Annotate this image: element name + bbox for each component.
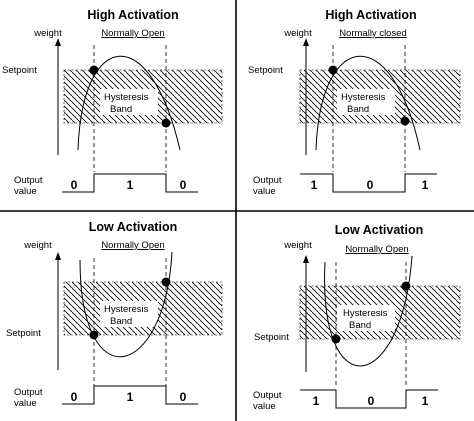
- weight-axis-label: weight: [283, 240, 312, 251]
- output-signal: [300, 389, 438, 409]
- activation-point: [89, 330, 99, 340]
- setpoint-label: Setpoint: [248, 65, 283, 76]
- y-axis-arrow: [55, 252, 61, 260]
- output-value-during: 1: [127, 178, 134, 192]
- weight-curve: [77, 55, 181, 151]
- band-label-backdrop: [100, 301, 158, 327]
- weight-curve: [79, 251, 173, 358]
- band-label-line2: Band: [349, 320, 371, 331]
- band-label-line1: Hysteresis: [104, 92, 149, 103]
- mode-label: Normally Open: [345, 244, 408, 255]
- mode-label: Normally closed: [339, 28, 407, 39]
- band-label-line2: Band: [110, 316, 132, 327]
- y-axis-arrow: [55, 38, 61, 46]
- mode-label: Normally Open: [101, 28, 164, 39]
- band-label-line1: Hysteresis: [343, 308, 388, 319]
- output-label-line2: value: [14, 398, 37, 409]
- output-value-after: 1: [422, 178, 429, 192]
- output-signal: [300, 173, 437, 193]
- band-label-backdrop: [100, 89, 158, 115]
- deactivation-point: [401, 281, 411, 291]
- weight-curve: [324, 255, 413, 367]
- deactivation-point: [161, 118, 171, 128]
- y-axis-arrow: [303, 38, 309, 46]
- setpoint-label: Setpoint: [6, 328, 41, 339]
- panel-title: High Activation: [325, 8, 416, 22]
- panel-high-activation-normally-open: High Activation weight Normally Open Hys…: [2, 8, 223, 197]
- band-label-line1: Hysteresis: [104, 304, 149, 315]
- panel-title: Low Activation: [335, 223, 423, 237]
- deactivation-point: [161, 277, 171, 287]
- output-label-line1: Output: [14, 387, 43, 398]
- band-label-backdrop: [337, 89, 395, 115]
- band-label-line1: Hysteresis: [341, 92, 386, 103]
- weight-axis-label: weight: [283, 28, 312, 39]
- output-label-line1: Output: [14, 175, 43, 186]
- output-label-line2: value: [253, 401, 276, 412]
- panel-low-activation-normally-open: Low Activation weight Normally Open Hyst…: [6, 220, 223, 409]
- weight-axis-label: weight: [33, 28, 62, 39]
- output-value-before: 0: [71, 178, 78, 192]
- y-axis-arrow: [303, 255, 309, 263]
- panel-title: High Activation: [87, 8, 178, 22]
- output-label-line1: Output: [253, 390, 282, 401]
- output-value-during: 0: [368, 394, 375, 408]
- output-value-before: 0: [71, 390, 78, 404]
- weight-curve: [315, 55, 421, 151]
- output-value-before: 1: [313, 394, 320, 408]
- band-label-line2: Band: [110, 104, 132, 115]
- output-value-before: 1: [311, 178, 318, 192]
- panel-title: Low Activation: [89, 220, 177, 234]
- output-signal: [62, 173, 198, 193]
- band-label-backdrop: [337, 305, 395, 331]
- deactivation-point: [400, 116, 410, 126]
- mode-label: Normally Open: [101, 240, 164, 251]
- output-label-line1: Output: [253, 175, 282, 186]
- output-value-after: 0: [180, 390, 187, 404]
- output-label-line2: value: [253, 186, 276, 197]
- output-value-during: 0: [367, 178, 374, 192]
- band-label-line2: Band: [347, 104, 369, 115]
- output-label-line2: value: [14, 186, 37, 197]
- output-value-after: 1: [422, 394, 429, 408]
- activation-point: [89, 65, 99, 75]
- output-value-during: 1: [127, 390, 134, 404]
- setpoint-label: Setpoint: [254, 332, 289, 343]
- setpoint-label: Setpoint: [2, 65, 37, 76]
- output-value-after: 0: [180, 178, 187, 192]
- panel-low-activation-second: Low Activation weight Normally Open Hyst…: [253, 223, 461, 412]
- weight-axis-label: weight: [23, 240, 52, 251]
- output-signal: [62, 385, 198, 405]
- activation-point: [331, 334, 341, 344]
- activation-point: [328, 65, 338, 75]
- panel-high-activation-normally-closed: High Activation weight Normally closed H…: [248, 8, 461, 197]
